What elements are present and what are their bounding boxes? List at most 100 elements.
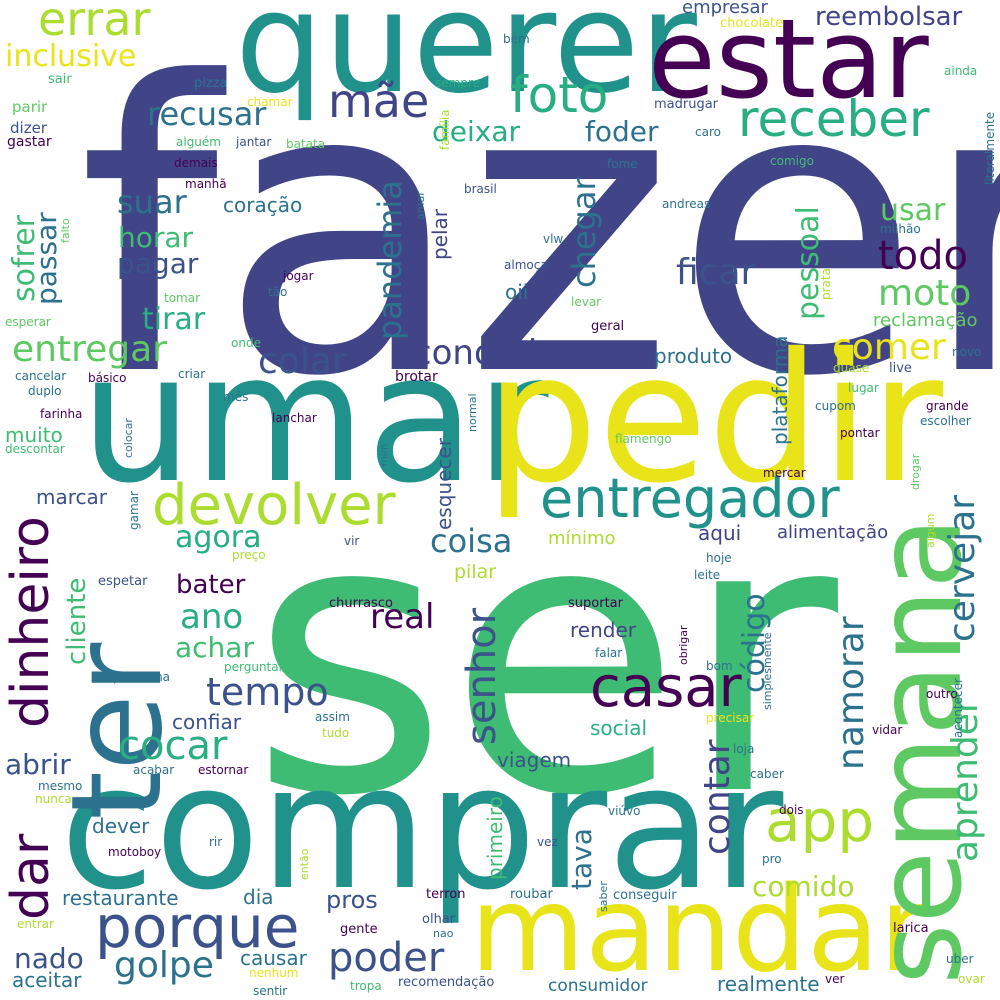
word: manhã	[185, 177, 227, 191]
word: coisa	[430, 522, 513, 560]
word: espetar	[98, 574, 148, 589]
word: falar	[595, 646, 623, 660]
word: comprar	[60, 727, 784, 928]
word: hoje	[706, 551, 732, 565]
word: cervejar	[942, 494, 983, 642]
word: pagar	[117, 247, 199, 280]
word: andreas	[662, 197, 711, 211]
word: alimentação	[777, 522, 889, 543]
word: quase	[833, 361, 870, 375]
word: plataforma	[768, 335, 792, 446]
word: larica	[893, 921, 929, 936]
word: literalmente	[983, 111, 997, 185]
word: mês	[223, 390, 249, 404]
word: algum	[924, 513, 937, 548]
word: social	[590, 716, 648, 740]
word: ainda	[944, 64, 978, 78]
word: chamar	[247, 95, 293, 109]
word: milhão	[880, 222, 921, 236]
word: drogar	[909, 453, 922, 490]
word: colar	[258, 341, 347, 382]
word: esquecer	[432, 438, 456, 530]
word: cocar	[118, 723, 228, 769]
word: casar	[590, 655, 742, 720]
word: mim	[379, 443, 390, 466]
word: pandemia	[371, 180, 409, 340]
word: marcar	[36, 485, 107, 509]
word: precisar	[706, 711, 755, 725]
word: tropa	[350, 979, 382, 993]
word: primeiro	[483, 796, 507, 880]
word: dever	[92, 814, 150, 838]
word: prata	[819, 268, 833, 300]
word: tudo	[322, 726, 350, 740]
word: geral	[591, 319, 625, 334]
word: moto	[878, 273, 972, 314]
word: senhor	[459, 607, 505, 745]
word: brotar	[395, 369, 438, 385]
word: brasil	[464, 182, 497, 196]
word: obrigar	[677, 625, 690, 665]
word: escolher	[920, 414, 971, 428]
word: perguntar	[224, 660, 284, 674]
word: dar	[1, 833, 61, 920]
word: ano	[180, 597, 244, 637]
word: batata	[286, 137, 326, 151]
word: mínimo	[548, 528, 616, 549]
word: almoçar	[504, 258, 553, 272]
word: fazer	[78, 0, 1000, 464]
word: devolver	[152, 473, 396, 538]
word: comer	[832, 327, 946, 368]
word: grande	[926, 399, 969, 413]
word: reembolsar	[815, 2, 963, 32]
word: levar	[571, 295, 602, 309]
word: agora	[175, 520, 262, 555]
word: app	[765, 787, 875, 855]
word: terron	[426, 887, 466, 902]
word: leite	[694, 568, 721, 582]
word: descontar	[5, 442, 65, 456]
word: mesmo	[38, 779, 83, 793]
word: real	[370, 597, 435, 637]
word: usar	[880, 193, 946, 228]
word: tão	[268, 285, 288, 299]
word: golpe	[114, 945, 214, 986]
word: estornar	[198, 763, 249, 777]
word: saber	[597, 881, 610, 912]
word: pros	[326, 886, 378, 914]
word: amar	[414, 191, 427, 220]
word: cliente	[62, 577, 92, 665]
word: ser	[250, 436, 838, 879]
word: nunca	[35, 792, 72, 806]
word: pizza	[194, 76, 228, 91]
word: chegar	[565, 177, 603, 288]
word: aqui	[698, 521, 742, 545]
word: bem	[503, 32, 530, 46]
word: simplesmente	[761, 632, 774, 710]
word: esperar	[5, 315, 51, 329]
word: economizar	[392, 333, 590, 373]
word: achar	[175, 631, 254, 664]
word: farinha	[40, 407, 83, 421]
word: todo	[878, 233, 969, 279]
word: produto	[654, 344, 733, 368]
word: conseguir	[613, 888, 677, 903]
word: tirar	[142, 302, 206, 337]
word: abrir	[5, 748, 71, 781]
word: ovar	[958, 972, 985, 986]
word: errar	[38, 0, 151, 46]
word: fome	[607, 157, 638, 171]
word: criar	[178, 367, 206, 381]
word: ficar	[676, 252, 756, 293]
word: gente	[340, 922, 378, 937]
word: tomar	[164, 291, 201, 305]
word: cupom	[815, 399, 856, 413]
word: sair	[48, 72, 72, 87]
word: acontecer	[951, 678, 965, 738]
word: tempo	[206, 670, 329, 714]
word: dia	[243, 885, 274, 909]
word: parir	[12, 98, 48, 116]
word: mandar	[470, 860, 928, 998]
word: olhar	[422, 912, 456, 927]
